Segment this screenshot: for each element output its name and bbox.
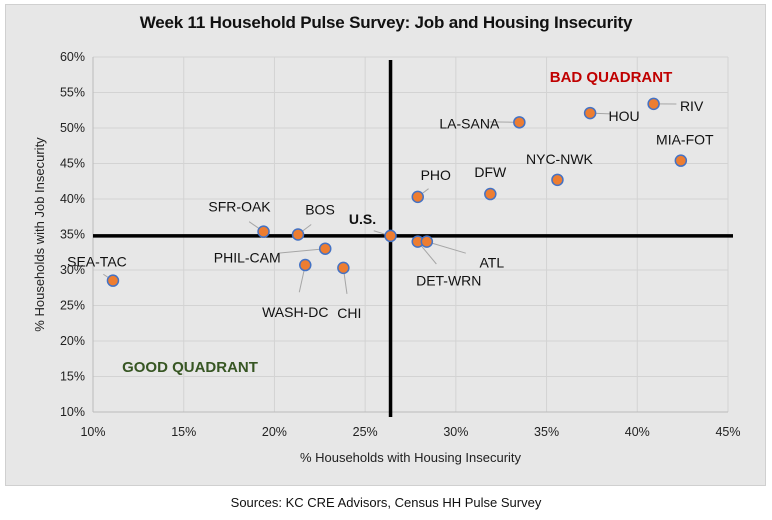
- chart-title: Week 11 Household Pulse Survey: Job and …: [139, 13, 633, 32]
- leader-line: [426, 241, 466, 254]
- point-label: HOU: [609, 108, 640, 124]
- data-point: [337, 261, 350, 275]
- y-tick-label: 25%: [60, 299, 85, 313]
- y-tick-label: 20%: [60, 334, 85, 348]
- x-tick-label: 25%: [353, 425, 378, 439]
- y-axis-label: % Households with Job Insecurity: [32, 137, 47, 332]
- x-axis-label: % Households with Housing Insecurity: [300, 450, 522, 465]
- data-point: [583, 106, 597, 120]
- point-label: PHO: [421, 167, 451, 183]
- x-tick-label: 20%: [262, 425, 287, 439]
- leader-line: [278, 248, 326, 254]
- x-tick-label: 45%: [715, 425, 740, 439]
- y-tick-label: 40%: [60, 192, 85, 206]
- point-label: DET-WRN: [416, 273, 481, 289]
- y-tick-label: 60%: [60, 50, 85, 64]
- data-point: [484, 187, 497, 201]
- bad-quadrant-label: BAD QUADRANT: [550, 69, 673, 86]
- y-tick-label: 45%: [60, 157, 85, 171]
- data-point: [299, 258, 312, 272]
- data-point: [106, 274, 120, 287]
- data-point: [420, 235, 434, 248]
- point-label: WASH-DC: [262, 304, 328, 320]
- y-tick-label: 10%: [60, 405, 85, 419]
- data-point: [257, 225, 270, 238]
- point-label: PHIL-CAM: [214, 250, 281, 266]
- x-tick-label: 30%: [443, 425, 468, 439]
- data-point: [551, 173, 564, 187]
- x-tick-label: 10%: [80, 425, 105, 439]
- sources-note: Sources: KC CRE Advisors, Census HH Puls…: [230, 495, 542, 510]
- data-point: [291, 228, 305, 241]
- point-label: U.S.: [349, 211, 376, 227]
- point-label: SFR-OAK: [208, 199, 271, 215]
- point-label: RIV: [680, 98, 704, 114]
- data-point: [513, 116, 526, 129]
- data-point: [318, 242, 332, 255]
- y-tick-label: 30%: [60, 263, 85, 277]
- point-label: LA-SANA: [439, 115, 500, 131]
- point-label: ATL: [480, 255, 505, 271]
- x-tick-label: 15%: [171, 425, 196, 439]
- data-point: [674, 154, 688, 167]
- good-quadrant-label: GOOD QUADRANT: [122, 359, 258, 376]
- data-point: [647, 97, 660, 111]
- y-tick-label: 35%: [60, 228, 85, 242]
- chart-area: [5, 4, 766, 486]
- point-label: SEA-TAC: [67, 254, 127, 270]
- point-label: MIA-FOT: [656, 132, 714, 148]
- point-label: DFW: [474, 164, 507, 180]
- data-point: [411, 190, 425, 204]
- y-tick-label: 15%: [60, 370, 85, 384]
- x-tick-label: 40%: [625, 425, 650, 439]
- y-tick-label: 50%: [60, 121, 85, 135]
- y-tick-label: 55%: [60, 86, 85, 100]
- point-label: CHI: [337, 305, 361, 321]
- x-tick-label: 35%: [534, 425, 559, 439]
- point-label: BOS: [305, 202, 335, 218]
- point-label: NYC-NWK: [526, 151, 594, 167]
- data-point: [384, 229, 397, 243]
